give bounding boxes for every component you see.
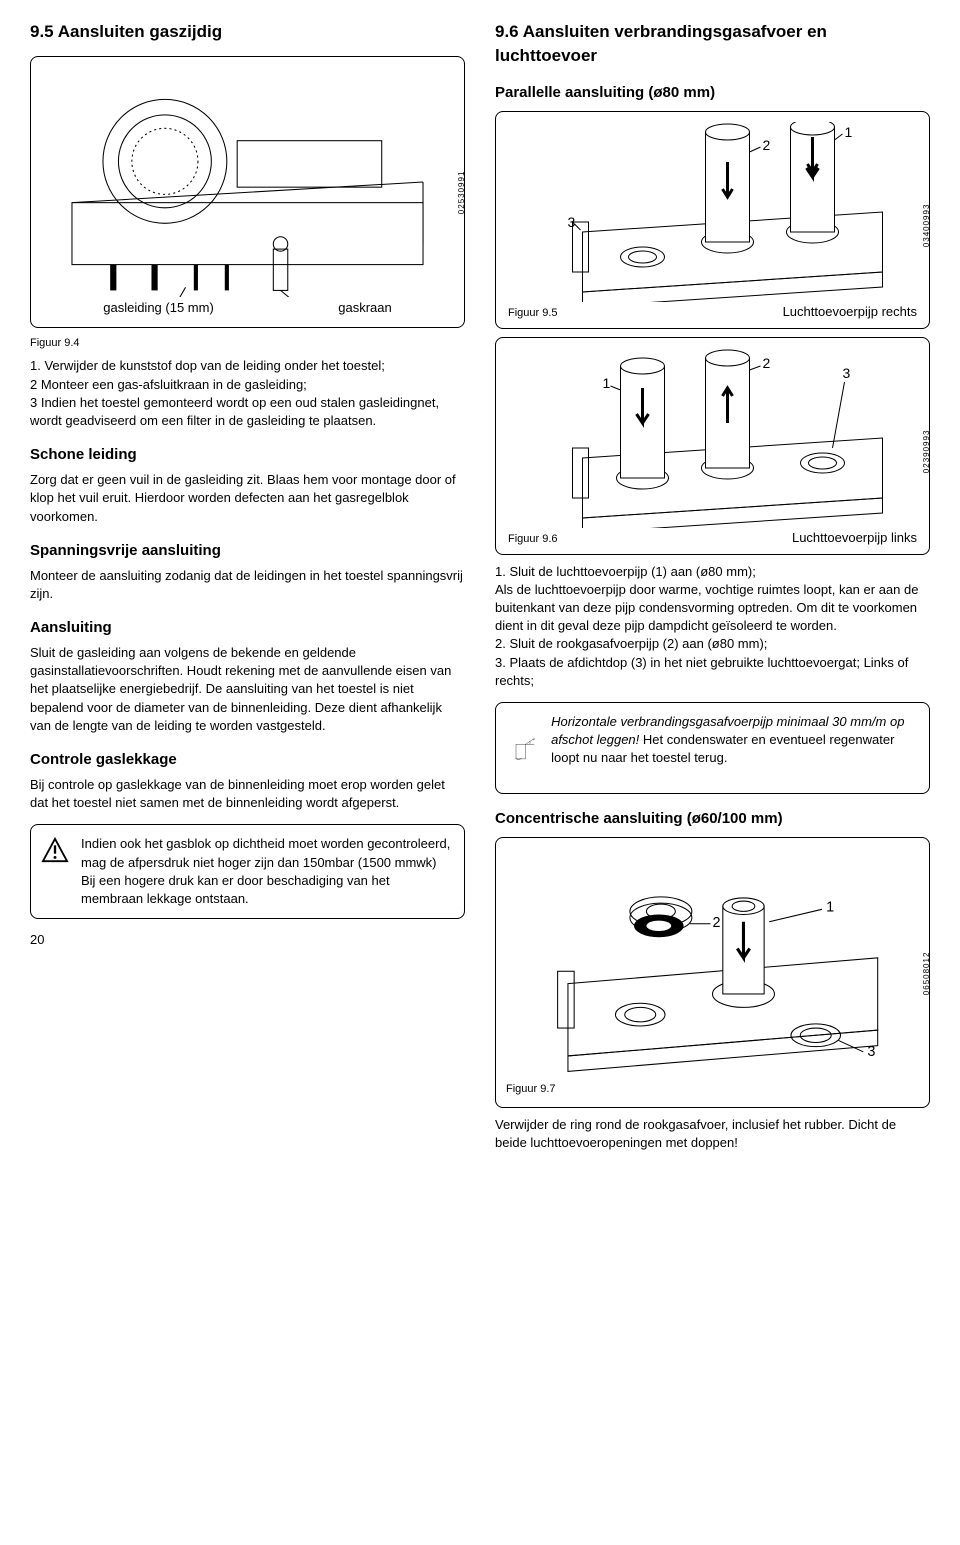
figure-9-4-caption: Figuur 9.4 (30, 336, 465, 351)
heading-9-5: 9.5 Aansluiten gaszijdig (30, 20, 465, 44)
figure-9-6-caption: Figuur 9.6 (508, 532, 558, 547)
heading-schone-leiding: Schone leiding (30, 444, 465, 465)
svg-text:1: 1 (845, 124, 853, 140)
heading-spanningsvrije: Spanningsvrije aansluiting (30, 540, 465, 561)
svg-text:3: 3 (843, 365, 851, 381)
note-diagram-icon (508, 713, 537, 783)
figure-9-7-code: 06508012 (921, 951, 932, 995)
figure-9-4-image (41, 67, 454, 297)
fig94-label-gaskraan: gaskraan (338, 299, 391, 317)
fig96-label-right: Luchttoevoerpijp links (792, 529, 917, 547)
figure-9-7-box: 1 2 3 06508012 Figuur 9.7 (495, 837, 930, 1108)
para-controle-gaslekkage: Bij controle op gaslekkage van de binnen… (30, 776, 465, 812)
note-box-afschot: Horizontale verbrandingsgasafvoerpijp mi… (495, 702, 930, 794)
right-tail-text: Verwijder de ring rond de rookgasafvoer,… (495, 1116, 930, 1152)
figure-9-5-code: 03400993 (921, 204, 932, 248)
heading-controle-gaslekkage: Controle gaslekkage (30, 749, 465, 770)
svg-text:2: 2 (763, 355, 771, 371)
subheading-concentrische: Concentrische aansluiting (ø60/100 mm) (495, 808, 930, 829)
fig94-label-gasleiding: gasleiding (15 mm) (103, 299, 214, 317)
figure-9-6-image: 1 2 3 (506, 348, 919, 528)
figure-9-4-code: 02530991 (456, 170, 467, 214)
warning-box: Indien ook het gasblok op dichtheid moet… (30, 824, 465, 919)
svg-text:3: 3 (568, 214, 576, 230)
figure-9-7-image: 1 2 3 (506, 848, 919, 1078)
figure-9-5-box: 1 2 3 03400993 Figuur 9.5 Luchttoevoerpi… (495, 111, 930, 329)
left-numbered-list: 1. Verwijder de kunststof dop van de lei… (30, 357, 465, 430)
svg-text:2: 2 (763, 137, 771, 153)
figure-9-7-caption: Figuur 9.7 (506, 1082, 919, 1097)
warning-text: Indien ook het gasblok op dichtheid moet… (81, 836, 450, 906)
heading-aansluiting: Aansluiting (30, 617, 465, 638)
para-aansluiting: Sluit de gasleiding aan volgens de beken… (30, 644, 465, 735)
para-spanningsvrije: Monteer de aansluiting zodanig dat de le… (30, 567, 465, 603)
fig95-label-right: Luchttoevoerpijp rechts (783, 303, 917, 321)
figure-9-6-box: 1 2 3 02390993 Figuur 9.6 Luchttoevoerpi… (495, 337, 930, 555)
subheading-parallelle: Parallelle aansluiting (ø80 mm) (495, 82, 930, 103)
svg-text:2: 2 (713, 915, 721, 931)
figure-9-5-image: 1 2 3 (506, 122, 919, 302)
para-schone-leiding: Zorg dat er geen vuil in de gasleiding z… (30, 471, 465, 526)
svg-text:3: 3 (867, 1044, 875, 1060)
svg-text:1: 1 (826, 899, 834, 915)
svg-text:1: 1 (603, 375, 611, 391)
right-steps: 1. Sluit de luchttoevoerpijp (1) aan (ø8… (495, 563, 930, 690)
page-number: 20 (30, 931, 465, 949)
figure-9-4-box: 02530991 gasleiding (15 mm) gaskraan (30, 56, 465, 328)
figure-9-6-code: 02390993 (921, 430, 932, 474)
heading-9-6: 9.6 Aansluiten verbrandingsgasafvoer en … (495, 20, 930, 68)
warning-icon (41, 837, 69, 863)
figure-9-5-caption: Figuur 9.5 (508, 306, 558, 321)
